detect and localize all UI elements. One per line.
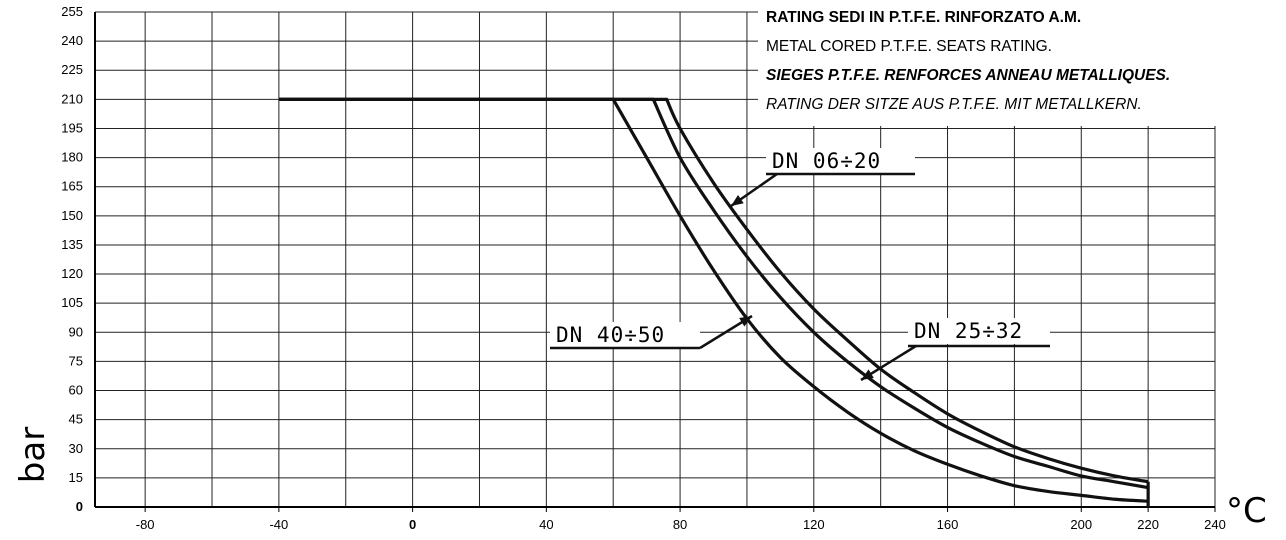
y-tick-label: 45: [69, 412, 83, 427]
y-tick-label: 75: [69, 353, 83, 368]
series-label-background: [766, 148, 915, 174]
chart-title-block: RATING SEDI IN P.T.F.E. RINFORZATO A.M. …: [758, 4, 1220, 126]
y-tick-label: 195: [61, 120, 83, 135]
series-label-background: [550, 322, 700, 348]
y-axis-label: bar: [13, 427, 53, 483]
series-label: DN 06÷20: [772, 149, 881, 173]
title-line-french: SIEGES P.T.F.E. RENFORCES ANNEAU METALLI…: [766, 67, 1170, 84]
y-tick-label: 0: [76, 499, 83, 514]
x-tick-labels: -80 -40 0 40 80 120 160 200 220 240: [136, 507, 1226, 532]
title-line-german: RATING DER SITZE AUS P.T.F.E. MIT METALL…: [766, 96, 1142, 113]
x-tick-label: 40: [539, 517, 553, 532]
x-tick-label: 80: [673, 517, 687, 532]
x-tick-label: 200: [1070, 517, 1092, 532]
series-label-arrowhead: [739, 316, 752, 327]
x-tick-label: -40: [269, 517, 288, 532]
title-line-english: METAL CORED P.T.F.E. SEATS RATING.: [766, 38, 1052, 55]
x-tick-label: 120: [803, 517, 825, 532]
x-tick-label: 220: [1137, 517, 1159, 532]
axes: [94, 12, 1215, 508]
series-line: [278, 97, 1149, 490]
y-tick-label: 120: [61, 266, 83, 281]
series-label-background: [908, 318, 1050, 344]
y-tick-label: 30: [69, 441, 83, 456]
series-labels: DN 06÷20 DN 25÷32 DN 40÷50: [550, 148, 1050, 382]
y-tick-label: 60: [69, 383, 83, 398]
y-tick-labels: 0 15 30 45 60 75 90 105 120 135 150 165 180 195 210 225…: [61, 4, 83, 514]
x-axis-label: °C: [1226, 491, 1267, 531]
x-tick-label: -80: [136, 517, 155, 532]
series-line: [278, 97, 1149, 484]
y-tick-label: 105: [61, 295, 83, 310]
x-tick-label: 0: [409, 517, 416, 532]
y-tick-label: 165: [61, 179, 83, 194]
y-tick-label: 255: [61, 4, 83, 19]
y-tick-label: 15: [69, 470, 83, 485]
y-tick-label: 240: [61, 33, 83, 48]
series-label: DN 25÷32: [914, 319, 1023, 343]
y-tick-label: 150: [61, 208, 83, 223]
y-tick-label: 180: [61, 150, 83, 165]
title-line-italian: RATING SEDI IN P.T.F.E. RINFORZATO A.M.: [766, 9, 1081, 26]
series-label-arrowhead: [731, 195, 744, 206]
y-tick-label: 90: [69, 324, 83, 339]
series-label-arrowhead: [861, 369, 874, 380]
series-lines: [278, 97, 1150, 507]
y-tick-label: 135: [61, 237, 83, 252]
x-tick-label: 160: [937, 517, 959, 532]
x-tick-label: 240: [1204, 517, 1226, 532]
series-label: DN 40÷50: [556, 323, 665, 347]
series-line: [278, 97, 1149, 503]
y-tick-label: 225: [61, 62, 83, 77]
y-tick-label: 210: [61, 91, 83, 106]
